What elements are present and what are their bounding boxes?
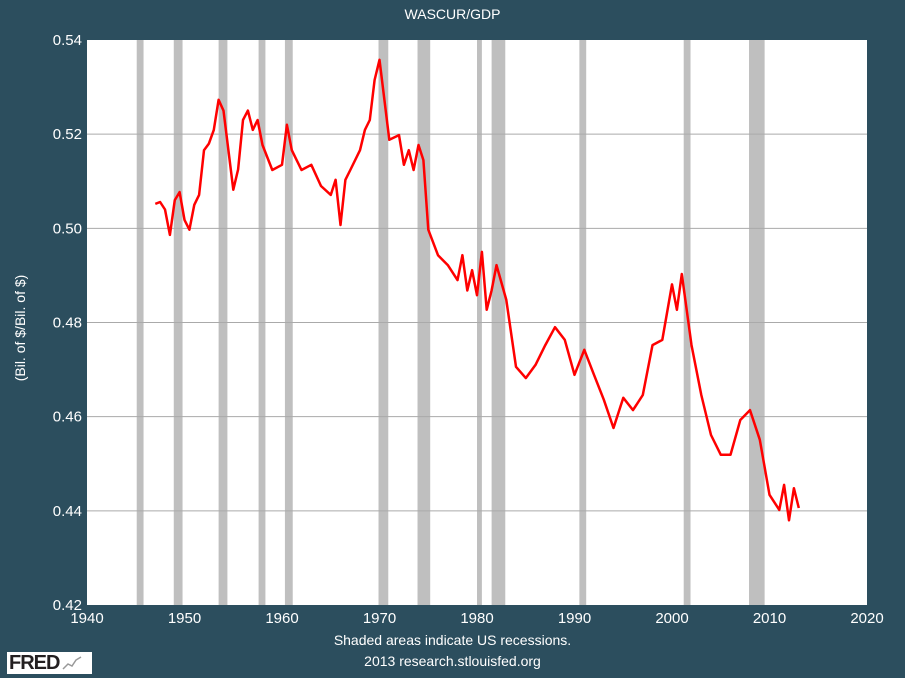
y-tick-label: 0.42 xyxy=(53,597,82,614)
x-tick-label: 1940 xyxy=(70,610,103,627)
y-tick-label: 0.52 xyxy=(53,126,82,143)
fred-logo-text: FRED xyxy=(9,651,60,674)
y-tick-label: 0.46 xyxy=(53,409,82,426)
source-note: 2013 research.stlouisfed.org xyxy=(364,653,541,669)
fred-logo: FRED xyxy=(7,652,92,674)
chart-trend-icon xyxy=(62,656,82,670)
recession-note: Shaded areas indicate US recessions. xyxy=(333,632,572,648)
y-tick-label: 0.50 xyxy=(53,220,82,237)
data-series-line xyxy=(154,58,801,522)
x-tick-label: 2010 xyxy=(753,610,786,627)
chart-title: WASCUR/GDP xyxy=(404,6,501,22)
x-tick-label: 2000 xyxy=(655,610,688,627)
y-tick-label: 0.48 xyxy=(53,315,82,332)
x-tick-label: 1950 xyxy=(168,610,201,627)
x-tick-label: 1970 xyxy=(363,610,396,627)
y-tick-label: 0.54 xyxy=(53,32,82,49)
x-tick-label: 1990 xyxy=(558,610,591,627)
x-tick-label: 1960 xyxy=(265,610,298,627)
x-tick-label: 1980 xyxy=(460,610,493,627)
y-tick-label: 0.44 xyxy=(53,503,82,520)
x-tick-label: 2020 xyxy=(850,610,883,627)
